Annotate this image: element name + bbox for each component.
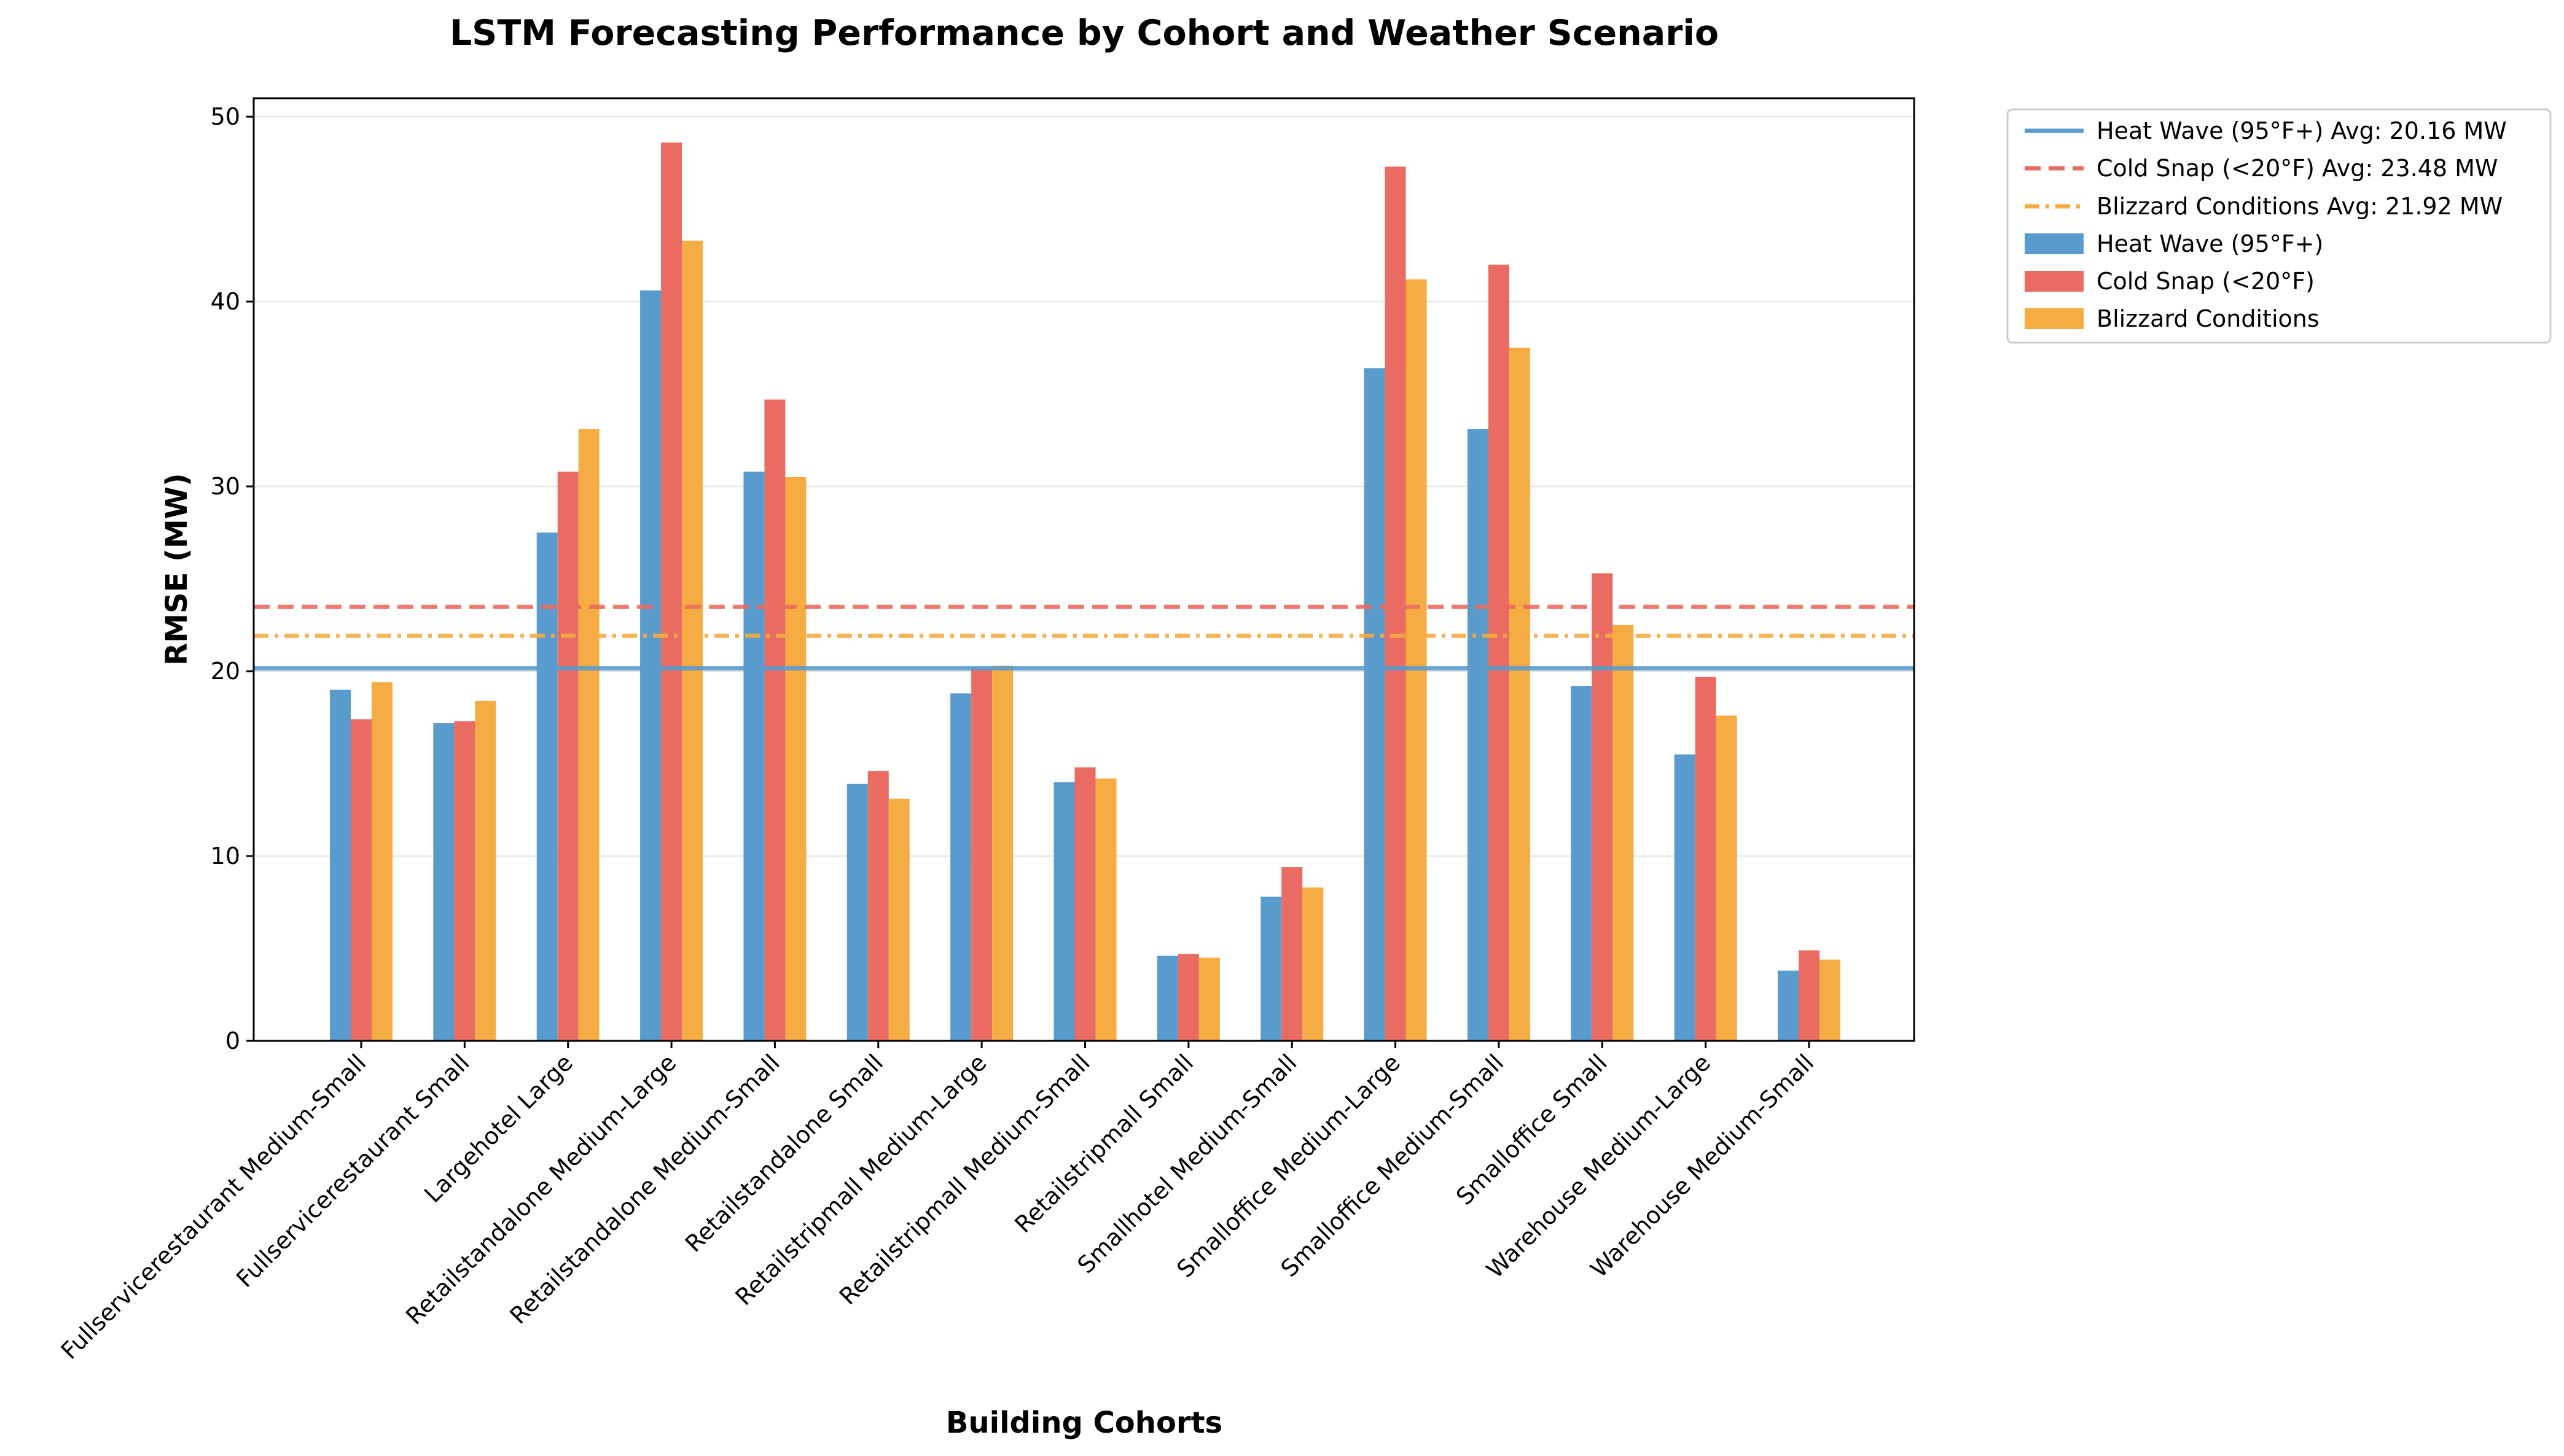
bar-1-8 [1053, 782, 1075, 1041]
bar-3-14 [1716, 715, 1737, 1041]
legend-label: Blizzard Conditions Avg: 21.92 MW [2097, 193, 2503, 220]
x-tick-label: Retailstandalone Small [680, 1049, 888, 1257]
bar-3-13 [1612, 625, 1634, 1041]
plot-frame [252, 97, 1915, 1042]
bar-3-8 [1095, 778, 1117, 1041]
legend-bar-swatch [2025, 271, 2084, 292]
bar-1-4 [640, 290, 662, 1041]
bar-1-11 [1364, 368, 1385, 1041]
legend-label: Cold Snap (<20°F) Avg: 23.48 MW [2097, 155, 2498, 182]
bar-2-6 [867, 771, 889, 1041]
y-tick-label: 10 [211, 843, 240, 870]
y-tick-label: 0 [225, 1027, 240, 1054]
bar-2-2 [454, 721, 475, 1041]
y-tick-label: 30 [211, 473, 240, 500]
bar-2-4 [661, 142, 682, 1041]
bar-1-10 [1261, 897, 1282, 1041]
bar-1-2 [433, 723, 455, 1041]
x-tick-label: Smalloffice Medium-Small [1276, 1049, 1509, 1282]
bar-2-9 [1178, 954, 1199, 1041]
bar-1-6 [846, 784, 868, 1041]
bar-2-8 [1074, 767, 1096, 1041]
bar-1-14 [1674, 754, 1695, 1041]
x-axis-label: Building Cohorts [946, 1406, 1222, 1440]
bar-2-3 [557, 471, 579, 1041]
x-tick-label: Warehouse Medium-Large [1481, 1049, 1716, 1283]
average-lines [254, 604, 1914, 671]
bar-1-3 [536, 532, 558, 1041]
legend-label: Heat Wave (95°F+) [2097, 230, 2323, 257]
y-tick-label: 50 [211, 103, 240, 130]
bar-3-11 [1405, 279, 1427, 1041]
bar-1-9 [1157, 956, 1178, 1041]
bar-3-10 [1302, 887, 1324, 1041]
bar-1-12 [1467, 429, 1488, 1041]
bar-3-15 [1819, 959, 1840, 1041]
legend-label: Blizzard Conditions [2097, 305, 2320, 332]
bar-1-5 [743, 471, 765, 1041]
chart-title: LSTM Forecasting Performance by Cohort a… [450, 13, 1719, 53]
bar-3-1 [372, 682, 393, 1041]
bar-3-5 [785, 477, 807, 1041]
bar-2-15 [1799, 950, 1819, 1041]
y-tick-label: 20 [211, 658, 240, 685]
bar-1-15 [1778, 970, 1799, 1041]
bar-3-6 [888, 798, 910, 1041]
x-axis-ticks: Fullservicerestaurant Medium-SmallFullse… [56, 1041, 1819, 1365]
legend-frame [2006, 108, 2552, 344]
legend-bar-swatch [2025, 308, 2084, 329]
y-tick-label: 40 [211, 288, 240, 315]
legend: Heat Wave (95°F+) Avg: 20.16 MW Cold Snap… [2006, 108, 2552, 344]
x-tick-label: Retailstripmall Small [1009, 1049, 1198, 1238]
bar-2-7 [971, 668, 993, 1041]
x-tick-label: Warehouse Medium-Small [1585, 1049, 1819, 1283]
bar-3-9 [1198, 957, 1220, 1041]
bar-3-3 [578, 429, 600, 1041]
bar-2-12 [1488, 264, 1509, 1041]
bar-3-2 [475, 701, 496, 1041]
bar-3-4 [682, 240, 703, 1041]
bar-1-1 [330, 690, 351, 1041]
x-tick-label: Smalloffice Medium-Large [1171, 1049, 1405, 1283]
bar-2-10 [1281, 867, 1303, 1041]
bar-1-7 [950, 693, 972, 1041]
y-axis-label: RMSE (MW) [160, 473, 194, 665]
bar-2-13 [1592, 573, 1613, 1041]
bar-3-7 [992, 666, 1014, 1041]
legend-label: Heat Wave (95°F+) Avg: 20.16 MW [2097, 117, 2507, 144]
bar-2-11 [1385, 166, 1406, 1041]
legend-label: Cold Snap (<20°F) [2097, 268, 2315, 295]
bar-3-12 [1509, 348, 1530, 1041]
bar-2-1 [351, 719, 372, 1041]
bar-2-14 [1695, 677, 1716, 1041]
bar-2-5 [764, 399, 786, 1041]
legend-bar-swatch [2025, 233, 2084, 254]
x-tick-label: Smallhotel Medium-Small [1073, 1049, 1302, 1279]
y-axis-ticks: 0 10 20 30 40 50 [211, 103, 254, 1054]
bar-1-13 [1571, 686, 1592, 1041]
bars [330, 142, 1840, 1041]
